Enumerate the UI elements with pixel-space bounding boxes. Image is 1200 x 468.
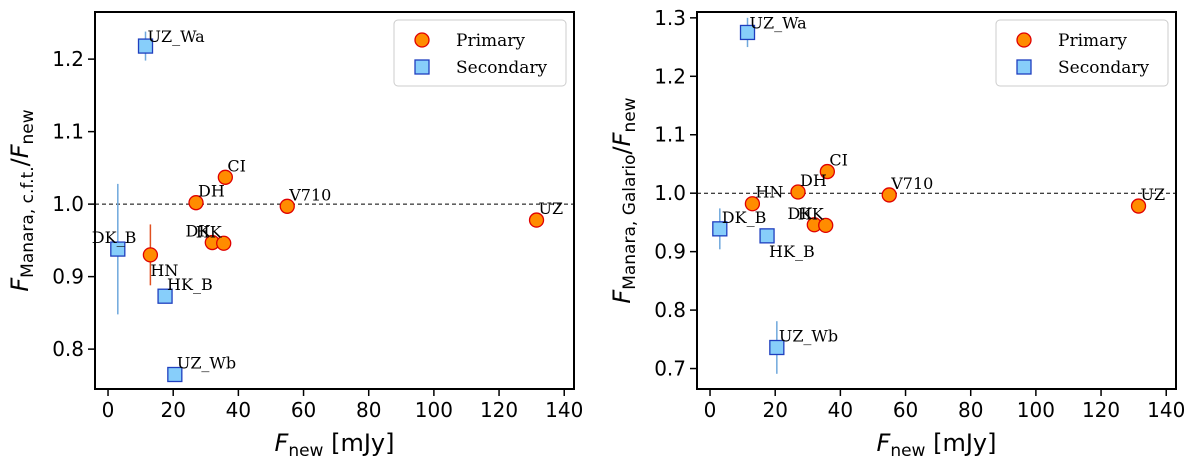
point-label: DK	[186, 222, 212, 241]
point-label: V710	[288, 185, 331, 204]
legend-box	[393, 19, 567, 87]
y-tick-label: 0.7	[654, 357, 686, 381]
primary-point	[1130, 198, 1147, 214]
point-label: UZ_Wb	[177, 354, 236, 373]
point-label: V710	[890, 174, 933, 193]
x-tick-label: 120	[1082, 398, 1120, 422]
point-label: DK_B	[92, 228, 137, 247]
legend: Primary Secondary	[393, 19, 567, 87]
primary-point	[818, 217, 834, 233]
x-tick-label: 40	[828, 398, 853, 422]
point-label: DK	[788, 204, 814, 223]
legend: Primary Secondary	[995, 19, 1169, 87]
primary-point	[819, 163, 835, 180]
x-axis-label: Fnew [mJy]	[877, 429, 997, 461]
point-label: HK_B	[769, 242, 815, 261]
x-axis-label: Fnew [mJy]	[275, 429, 395, 461]
point-label: HN	[150, 261, 178, 280]
x-tick-label: 40	[226, 398, 251, 422]
legend-marker-primary	[414, 32, 430, 48]
y-tick-label: 0.9	[654, 240, 686, 264]
point-label: CI	[829, 151, 848, 170]
point-label: UZ_Wb	[779, 327, 838, 346]
y-axis-label: FManara, Galario/Fnew	[608, 97, 640, 303]
primary-point	[881, 187, 897, 203]
legend-marker-secondary	[1016, 59, 1032, 75]
legend-label: Primary	[1058, 31, 1127, 51]
point-label: UZ_Wa	[148, 27, 206, 46]
primary-point	[744, 196, 761, 212]
legend-label: Secondary	[456, 58, 548, 78]
y-tick-label: 1.0	[654, 181, 686, 205]
point-label: HK_B	[167, 275, 213, 294]
secondary-point	[759, 228, 775, 244]
point-label: UZ	[1141, 185, 1166, 204]
x-tick-label: 120	[480, 398, 518, 422]
primary-point	[217, 169, 233, 185]
point-label: CI	[227, 156, 246, 175]
y-axis-label: FManara, c.f.t./Fnew	[6, 109, 38, 291]
secondary-point	[157, 288, 173, 304]
secondary-point	[110, 241, 126, 257]
y-tick-label: 1.3	[654, 6, 686, 30]
primary-point	[216, 235, 232, 251]
primary-point	[188, 195, 204, 211]
y-tick-label: 0.9	[52, 265, 84, 289]
legend-box	[995, 19, 1169, 87]
x-tick-label: 80	[356, 398, 381, 422]
axes-frame	[696, 11, 1177, 390]
chart-panel-2: 0 20 40 60 80 100 120 140 0.7 0.8 0.9 1.0 1.1 1.2 1.3 F…	[608, 6, 1185, 461]
legend-label: Secondary	[1058, 58, 1150, 78]
x-tick-label: 60	[291, 398, 316, 422]
x-tick-label: 0	[704, 398, 717, 422]
point-label: DH	[198, 182, 225, 201]
point-label: DK_B	[722, 208, 767, 227]
chart-panel-1: 0 20 40 60 80 100 120 140 0.8 0.9 1.0 1.1 1.2 Fnew [m…	[6, 11, 583, 461]
secondary-point	[739, 24, 756, 41]
secondary-point	[712, 221, 728, 237]
x-tick-label: 20	[762, 398, 787, 422]
primary-point	[279, 198, 295, 214]
secondary-point	[137, 38, 154, 54]
primary-point	[528, 212, 545, 228]
primary-point	[142, 247, 159, 263]
x-tick-label: 20	[160, 398, 185, 422]
point-label: HN	[755, 183, 783, 202]
x-tick-label: 100	[1017, 398, 1055, 422]
x-tick-label: 0	[102, 398, 115, 422]
y-tick-label: 1.2	[52, 47, 84, 71]
secondary-point	[167, 366, 183, 383]
y-tick-label: 0.8	[52, 337, 84, 361]
x-tick-label: 80	[958, 398, 983, 422]
y-tick-label: 1.0	[52, 192, 84, 216]
legend-label: Primary	[456, 31, 525, 51]
secondary-point	[769, 339, 785, 356]
y-tick-label: 1.1	[52, 120, 84, 144]
point-label: UZ_Wa	[750, 13, 808, 32]
y-tick-label: 1.1	[654, 123, 686, 147]
axes-frame	[94, 11, 575, 390]
x-tick-label: 140	[1147, 398, 1185, 422]
x-tick-label: 100	[415, 398, 453, 422]
point-label: HK	[798, 204, 825, 223]
y-tick-label: 0.8	[654, 298, 686, 322]
legend-marker-primary	[1016, 32, 1032, 48]
x-tick-label: 140	[545, 398, 583, 422]
point-label: UZ	[539, 199, 564, 218]
x-tick-label: 60	[893, 398, 918, 422]
point-label: HK	[196, 222, 223, 241]
y-tick-label: 1.2	[654, 64, 686, 88]
primary-point	[790, 184, 806, 200]
legend-marker-secondary	[414, 59, 430, 75]
point-label: DH	[800, 171, 827, 190]
